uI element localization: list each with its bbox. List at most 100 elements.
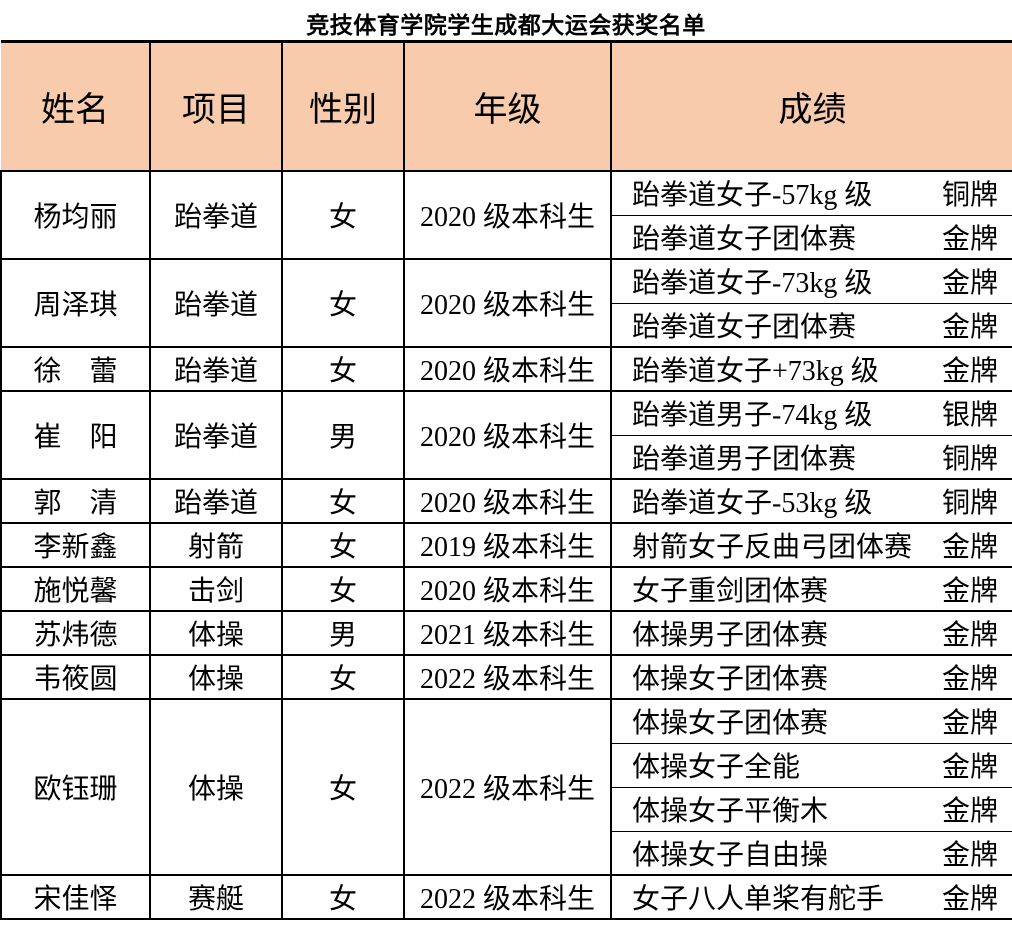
- medal-label: 铜牌: [941, 180, 998, 212]
- event-name: 女子重剑团体赛: [632, 576, 829, 607]
- person-row: 李新鑫 射箭女 2019 级本科生 射箭女子反曲弓团体赛 金牌: [0, 522, 1012, 567]
- column-header-grade: 年级: [403, 41, 612, 172]
- sport-cell: 体操: [149, 610, 283, 655]
- medal-label: 金牌: [941, 532, 998, 563]
- name-cell: 苏炜德: [0, 610, 151, 655]
- medal-label: 金牌: [941, 796, 998, 827]
- result-wrap: 女子重剑团体赛 金牌: [613, 569, 1011, 609]
- event-name: 跆拳道女子+73kg 级: [632, 356, 879, 387]
- medal-label: 金牌: [941, 620, 998, 651]
- column-header-gender: 性别: [281, 41, 405, 172]
- medal-label: 金牌: [941, 752, 998, 783]
- gender-cell: 女: [281, 874, 405, 919]
- person-row: 郭 清跆拳道女 2020 级本科生 跆拳道女子-53kg 级 铜牌: [0, 478, 1012, 523]
- result-cell: 体操女子团体赛 金牌: [610, 654, 1012, 699]
- result-cell: 跆拳道女子-53kg 级 铜牌: [610, 478, 1012, 523]
- person-row: 崔 阳跆拳道男 2020 级本科生 跆拳道男子-74kg 级 银牌: [0, 390, 1012, 479]
- name-cell: 韦筱圆: [0, 654, 151, 699]
- result-cell: 跆拳道女子-73kg 级 金牌: [610, 258, 1012, 303]
- medal-label: 金牌: [941, 223, 998, 255]
- event-name: 跆拳道女子-53kg 级: [632, 488, 873, 519]
- result-wrap: 体操女子自由操 金牌: [613, 833, 1011, 873]
- result-subrow: 体操女子全能 金牌: [1, 742, 1012, 787]
- result-subrow: 跆拳道女子团体赛 金牌: [1, 302, 1012, 347]
- event-name: 跆拳道女子团体赛: [632, 311, 857, 343]
- sport-cell: 跆拳道: [149, 346, 283, 391]
- medal-label: 金牌: [941, 708, 998, 740]
- event-name: 跆拳道女子团体赛: [632, 223, 857, 255]
- result-subrow: 跆拳道男子团体赛 铜牌: [1, 434, 1012, 479]
- result-cell: 跆拳道女子团体赛 金牌: [610, 214, 1012, 259]
- person-row: 徐 蕾跆拳道女 2020 级本科生 跆拳道女子+73kg 级 金牌: [0, 346, 1012, 391]
- result-cell: 女子八人单桨有舵手 金牌: [610, 874, 1012, 919]
- grade-cell: 2022 级本科生: [403, 874, 612, 919]
- medal-label: 金牌: [941, 268, 998, 300]
- medal-label: 金牌: [941, 884, 998, 915]
- result-wrap: 跆拳道女子-53kg 级 铜牌: [613, 481, 1011, 521]
- result-wrap: 跆拳道女子-57kg 级 铜牌: [613, 173, 1011, 213]
- event-name: 体操女子自由操: [632, 839, 829, 871]
- person-row: 施悦馨 击剑女 2020 级本科生 女子重剑团体赛 金牌: [0, 566, 1012, 611]
- name-cell: 李新鑫: [0, 522, 151, 567]
- gender-cell: 女: [281, 566, 405, 611]
- result-cell: 体操女子团体赛 金牌: [610, 698, 1012, 743]
- sport-cell: 体操: [149, 698, 283, 875]
- gender-cell: 男: [281, 610, 405, 655]
- event-name: 跆拳道男子团体赛: [632, 443, 857, 475]
- grade-cell: 2020 级本科生: [403, 170, 612, 259]
- sport-cell: 跆拳道: [149, 478, 283, 523]
- result-wrap: 跆拳道男子团体赛 铜牌: [613, 437, 1011, 477]
- event-name: 跆拳道女子-73kg 级: [632, 268, 873, 300]
- event-name: 体操女子全能: [632, 752, 801, 783]
- result-subrow: 跆拳道女子团体赛 金牌: [1, 214, 1012, 259]
- event-name: 女子八人单桨有舵手: [632, 884, 885, 915]
- result-cell: 体操女子平衡木 金牌: [610, 786, 1012, 831]
- result-wrap: 跆拳道女子+73kg 级 金牌: [613, 349, 1011, 389]
- result-cell: 体操男子团体赛 金牌: [610, 610, 1012, 655]
- person-row: 宋佳怿 赛艇女 2022 级本科生 女子八人单桨有舵手 金牌: [0, 874, 1012, 919]
- grade-cell: 2020 级本科生: [403, 390, 612, 479]
- gender-cell: 女: [281, 346, 405, 391]
- result-cell: 跆拳道女子+73kg 级 金牌: [610, 346, 1012, 391]
- gender-cell: 女: [281, 170, 405, 259]
- medal-label: 金牌: [941, 311, 998, 343]
- result-subrow: 体操女子自由操 金牌: [1, 830, 1012, 875]
- result-wrap: 跆拳道女子团体赛 金牌: [613, 217, 1011, 257]
- grade-cell: 2020 级本科生: [403, 566, 612, 611]
- person-row: 韦筱圆 体操女 2022 级本科生 体操女子团体赛 金牌: [0, 654, 1012, 699]
- column-header-sport: 项目: [149, 41, 283, 172]
- person-row: 周泽琪 跆拳道女 2020 级本科生 跆拳道女子-73kg 级金牌: [0, 258, 1012, 347]
- name-cell: 施悦馨: [0, 566, 151, 611]
- gender-cell: 女: [281, 522, 405, 567]
- result-cell: 体操女子自由操 金牌: [610, 830, 1012, 875]
- sport-cell: 跆拳道: [149, 258, 283, 347]
- grade-cell: 2019 级本科生: [403, 522, 612, 567]
- gender-cell: 女: [281, 478, 405, 523]
- header-row: 姓名 项目 性别 年级 成绩: [1, 41, 1012, 172]
- result-wrap: 体操女子全能 金牌: [613, 745, 1011, 785]
- person-row: 杨均丽 跆拳道女 2020 级本科生 跆拳道女子-57kg 级 铜牌: [0, 170, 1012, 259]
- name-cell: 欧钰珊: [0, 698, 151, 875]
- grade-cell: 2022 级本科生: [403, 698, 612, 875]
- result-cell: 跆拳道男子团体赛 铜牌: [610, 434, 1012, 479]
- column-header-name: 姓名: [1, 41, 151, 172]
- result-wrap: 体操女子团体赛 金牌: [613, 701, 1011, 741]
- event-name: 跆拳道男子-74kg 级: [632, 400, 873, 432]
- medal-label: 铜牌: [941, 488, 998, 519]
- sport-cell: 跆拳道: [149, 390, 283, 479]
- result-wrap: 女子八人单桨有舵手 金牌: [613, 877, 1011, 917]
- result-wrap: 跆拳道女子团体赛 金牌: [613, 305, 1011, 345]
- result-cell: 女子重剑团体赛 金牌: [610, 566, 1012, 611]
- grade-cell: 2020 级本科生: [403, 258, 612, 347]
- medal-label: 金牌: [941, 839, 998, 871]
- grade-cell: 2020 级本科生: [403, 478, 612, 523]
- awards-table-body: 杨均丽 跆拳道女 2020 级本科生 跆拳道女子-57kg 级铜牌 跆拳道女子团体赛 金牌…: [0, 170, 1012, 919]
- column-header-result: 成绩: [610, 41, 1012, 172]
- sport-cell: 射箭: [149, 522, 283, 567]
- name-cell: 杨均丽: [0, 170, 151, 259]
- sport-cell: 体操: [149, 654, 283, 699]
- name-cell: 周泽琪: [0, 258, 151, 347]
- sport-cell: 赛艇: [149, 874, 283, 919]
- result-wrap: 体操男子团体赛 金牌: [613, 613, 1011, 653]
- grade-cell: 2022 级本科生: [403, 654, 612, 699]
